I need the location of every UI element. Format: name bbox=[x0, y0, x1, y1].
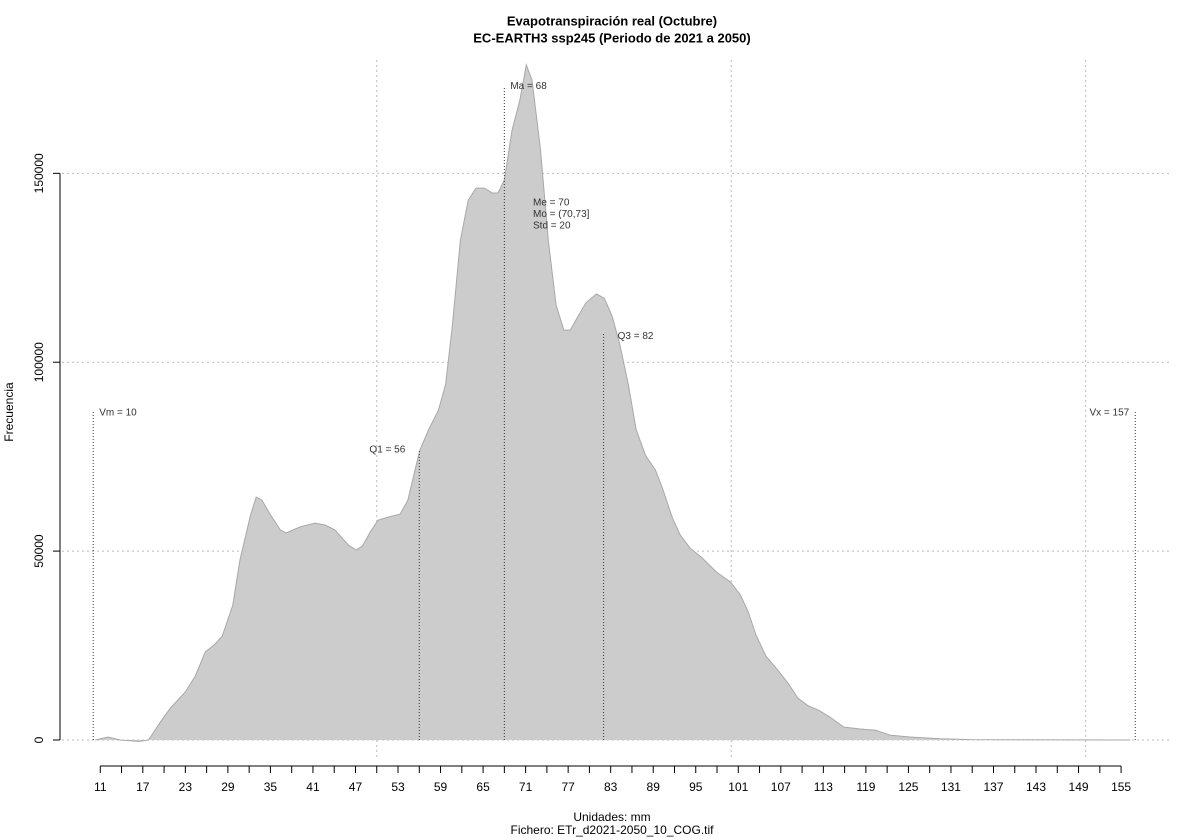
x-tick-label: 113 bbox=[814, 780, 833, 794]
x-tick-label: 95 bbox=[689, 780, 703, 794]
statistic-label: Vx = 157 bbox=[1089, 408, 1129, 419]
x-tick-label: 155 bbox=[1111, 780, 1131, 794]
x-tick-label: 131 bbox=[941, 780, 961, 794]
x-tick-label: 119 bbox=[856, 780, 875, 794]
statistic-label: Q1 = 56 bbox=[369, 444, 405, 455]
x-axis-label: Unidades: mm bbox=[573, 810, 650, 824]
x-tick-label: 71 bbox=[519, 780, 533, 794]
x-tick-label: 47 bbox=[349, 780, 363, 794]
area-outline bbox=[95, 63, 1131, 743]
area-fill bbox=[95, 64, 1131, 742]
x-tick-label: 53 bbox=[391, 780, 405, 794]
stat-note: Me = 70 bbox=[533, 198, 570, 209]
y-axis-label: Frecuencia bbox=[2, 382, 16, 442]
x-tick-label: 107 bbox=[771, 780, 791, 794]
x-tick-label: 125 bbox=[898, 780, 918, 794]
x-tick-label: 143 bbox=[1026, 780, 1046, 794]
chart-title: Evapotranspiración real (Octubre) bbox=[507, 13, 717, 28]
x-tick-label: 23 bbox=[179, 780, 193, 794]
stat-note: Std = 20 bbox=[533, 221, 571, 232]
x-tick-label: 59 bbox=[434, 780, 448, 794]
stat-note: Mo = (70,73] bbox=[533, 209, 590, 220]
statistic-label: Vm = 10 bbox=[99, 408, 137, 419]
x-tick-label: 65 bbox=[476, 780, 490, 794]
x-tick-label: 89 bbox=[647, 780, 661, 794]
x-tick-label: 29 bbox=[221, 780, 235, 794]
x-tick-label: 137 bbox=[983, 780, 1003, 794]
x-tick-label: 77 bbox=[561, 780, 575, 794]
chart-subtitle: EC-EARTH3 ssp245 (Periodo de 2021 a 2050… bbox=[473, 30, 750, 45]
y-tick-label: 150000 bbox=[32, 153, 46, 193]
x-tick-label: 11 bbox=[94, 780, 107, 794]
x-tick-label: 17 bbox=[136, 780, 150, 794]
y-tick-label: 50000 bbox=[32, 534, 46, 568]
x-tick-label: 35 bbox=[264, 780, 278, 794]
y-tick-label: 100000 bbox=[32, 342, 46, 382]
statistic-label: Q3 = 82 bbox=[618, 331, 654, 342]
caption: Fichero: ETr_d2021-2050_10_COG.tif bbox=[511, 823, 715, 837]
statistic-label: Ma = 68 bbox=[510, 81, 547, 92]
y-tick-label: 0 bbox=[32, 736, 46, 743]
x-tick-label: 83 bbox=[604, 780, 618, 794]
x-tick-label: 101 bbox=[728, 780, 748, 794]
x-tick-label: 149 bbox=[1069, 780, 1089, 794]
x-tick-label: 41 bbox=[306, 780, 320, 794]
